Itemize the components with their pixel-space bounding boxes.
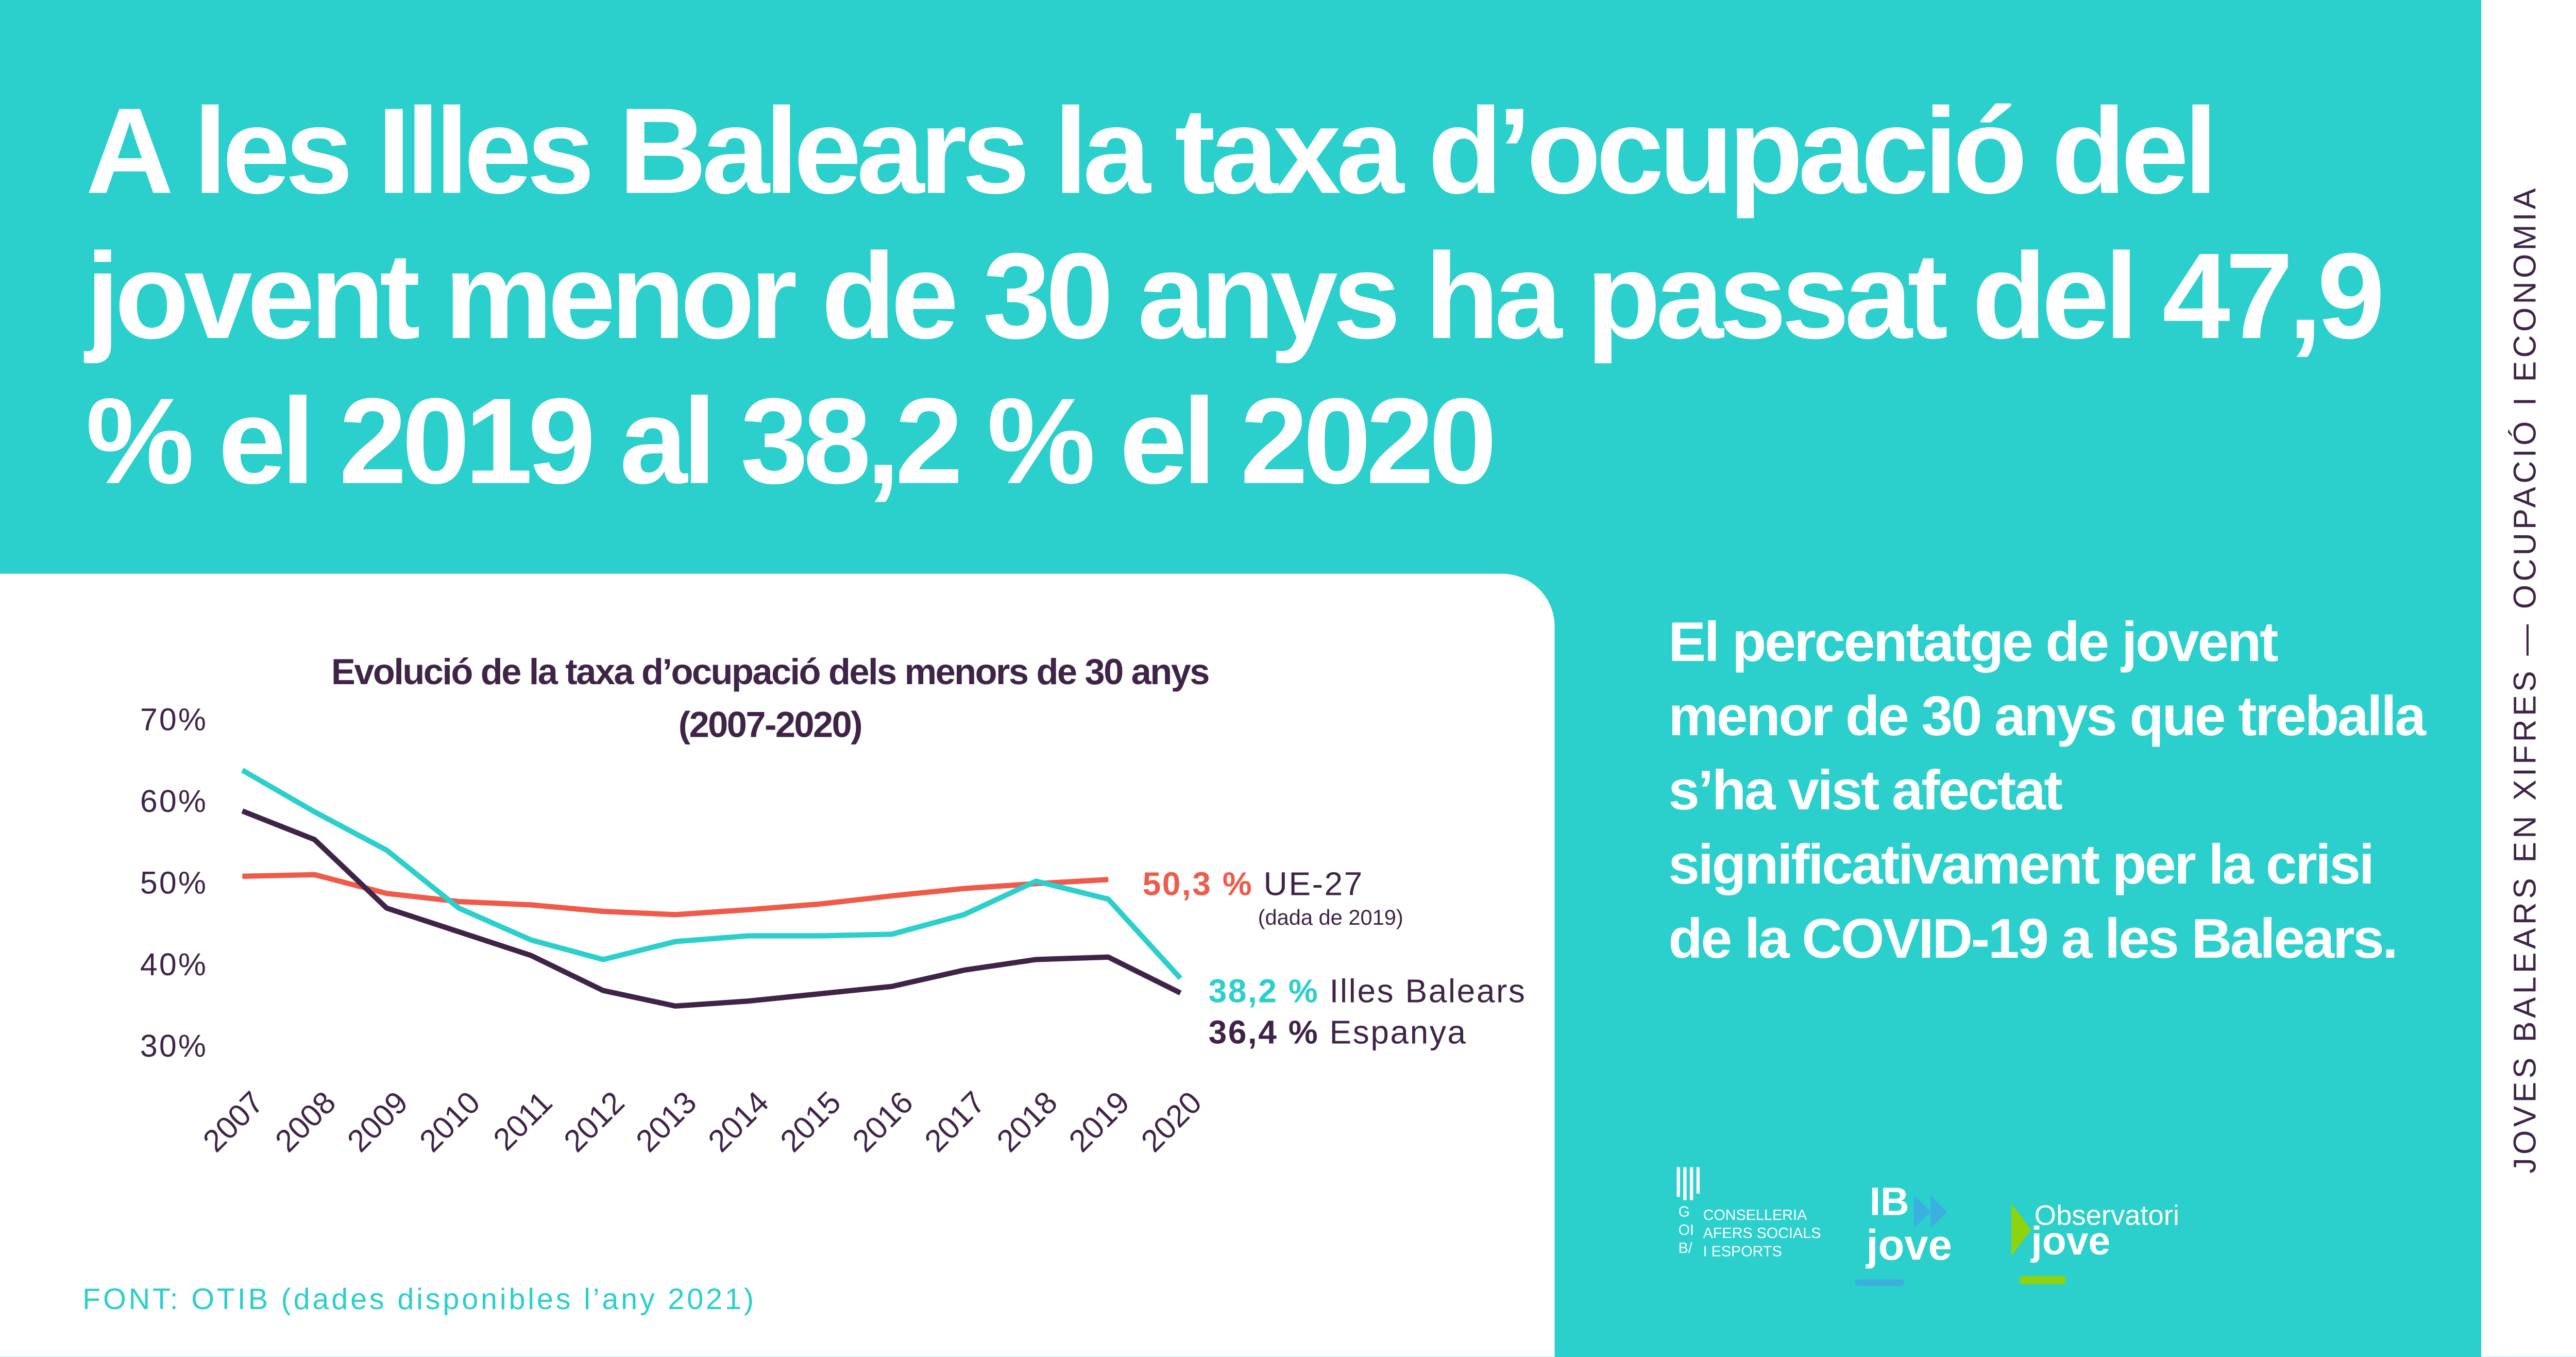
x-tick-label: 2008 <box>268 1084 343 1159</box>
data-point <box>1108 898 1109 900</box>
y-tick-label: 40% <box>140 947 208 982</box>
data-point <box>1036 959 1037 960</box>
y-tick-label: 50% <box>140 865 208 900</box>
x-tick-label: 2020 <box>1134 1084 1208 1159</box>
data-point <box>314 874 315 875</box>
data-point <box>1180 978 1181 979</box>
x-tick-label: 2018 <box>990 1084 1064 1159</box>
x-tick-label: 2007 <box>196 1084 270 1159</box>
play-arrows-icon <box>2011 1203 2031 1257</box>
y-tick-label: 60% <box>140 784 208 819</box>
series-name: Espanya <box>1330 1014 1467 1051</box>
goib-line: CONSELLERIA <box>1703 1207 1807 1224</box>
fast-forward-icon <box>1914 1195 1947 1228</box>
series-name: Illes Balears <box>1330 973 1527 1010</box>
x-tick-label: 2009 <box>341 1084 415 1159</box>
x-tick-label: 2013 <box>629 1084 703 1159</box>
x-tick-label: 2012 <box>557 1084 631 1159</box>
series-value-label: 36,4 % <box>1209 1014 1330 1051</box>
data-point <box>314 839 315 840</box>
series-label: 38,2 % Illes Balears <box>1209 973 1527 1010</box>
series-name: UE-27 <box>1264 866 1364 903</box>
goib-text: CONSELLERIA AFERS SOCIALS I ESPORTS <box>1703 1207 1821 1261</box>
ibjove-ib: IB <box>1869 1180 1909 1225</box>
x-tick-label: 2019 <box>1062 1084 1136 1159</box>
x-tick-label: 2016 <box>845 1084 920 1159</box>
side-strip <box>2481 0 2576 1357</box>
series-note: (dada de 2019) <box>1258 905 1403 929</box>
data-point <box>242 770 243 771</box>
series-value-label: 38,2 % <box>1209 973 1330 1010</box>
observatori-underline <box>2020 1276 2066 1284</box>
x-tick-label: 2010 <box>413 1084 487 1159</box>
source-note: FONT: OTIB (dades disponibles l’any 2021… <box>82 1282 756 1316</box>
side-label: JOVES BALEARS EN XIFRES — OCUPACIÓ I ECO… <box>2509 185 2544 1174</box>
x-tick-label: 2015 <box>773 1084 848 1159</box>
ibjove-underline <box>1855 1279 1904 1286</box>
series-label: 50,3 % UE-27 <box>1143 866 1364 903</box>
observatori-text: Observatori <box>2034 1200 2179 1232</box>
goib-letters: GOIB/ <box>1678 1203 1694 1257</box>
x-tick-label: 2014 <box>701 1084 775 1159</box>
data-point <box>242 876 243 877</box>
y-tick-label: 30% <box>140 1028 208 1063</box>
series-label: 36,4 % Espanya <box>1209 1014 1467 1051</box>
data-point <box>314 811 315 812</box>
chart-title: Evolució de la taxa d’ocupació dels meno… <box>331 651 1209 692</box>
data-point <box>1108 879 1109 880</box>
goib-line: I ESPORTS <box>1703 1243 1782 1260</box>
y-tick-label: 70% <box>140 702 208 737</box>
data-point <box>386 850 387 851</box>
line-chart: Evolució de la taxa d’ocupació dels meno… <box>140 651 1527 1159</box>
observatori-jove: jove <box>2031 1220 2111 1265</box>
series-line-illes-balears <box>241 768 1182 980</box>
body-text: El percentatge de jovent menor de 30 any… <box>1668 612 2426 971</box>
series-line-espanya <box>241 808 1182 1009</box>
x-tick-label: 2017 <box>918 1084 992 1159</box>
series-value-label: 50,3 % <box>1143 866 1264 903</box>
headline: A les Illes Balears la taxa d’ocupació d… <box>86 82 2385 510</box>
chart-title: (2007-2020) <box>679 704 861 744</box>
x-tick-label: 2011 <box>486 1084 559 1157</box>
data-point <box>386 893 387 894</box>
ibjove-jove: jove <box>1866 1220 1952 1269</box>
goib-line: AFERS SOCIALS <box>1703 1225 1821 1242</box>
chart-panel <box>0 573 1555 1357</box>
goib-emblem-icon <box>1676 1167 1700 1200</box>
